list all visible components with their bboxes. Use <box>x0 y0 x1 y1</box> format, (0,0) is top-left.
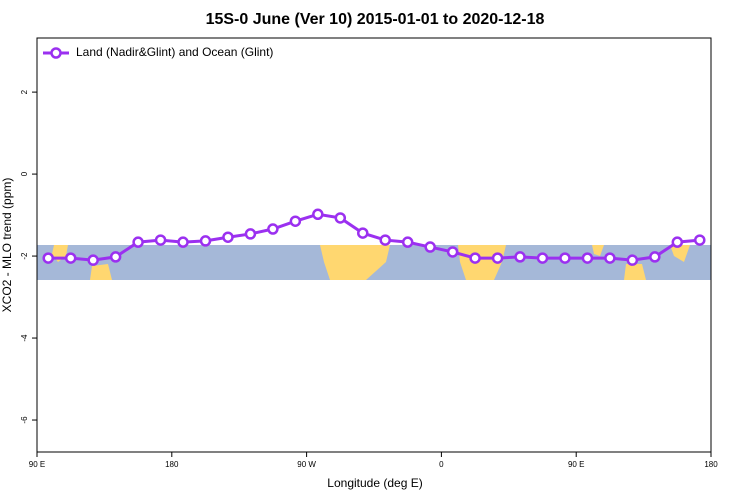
x-tick-label: 180 <box>704 460 718 469</box>
data-point <box>626 254 639 266</box>
legend: Land (Nadir&Glint) and Ocean (Glint) <box>43 45 273 59</box>
data-point <box>446 246 459 258</box>
data-point <box>559 252 571 264</box>
data-point <box>87 254 99 266</box>
x-tick-label: 90 E <box>29 460 45 469</box>
data-point <box>491 252 504 264</box>
legend-marker <box>50 47 62 59</box>
data-point <box>222 231 234 243</box>
y-axis-label: XCO2 - MLO trend (ppm) <box>0 178 14 313</box>
y-tick-label: -2 <box>20 252 29 260</box>
data-point <box>64 252 77 264</box>
y-tick-label: -6 <box>20 416 29 424</box>
data-point <box>109 251 122 263</box>
data-point <box>357 227 369 239</box>
data-point <box>132 236 144 248</box>
data-point <box>177 236 189 248</box>
data-point <box>401 236 414 248</box>
y-tick-label: 0 <box>20 171 29 176</box>
data-point <box>536 252 549 264</box>
plot-frame <box>36 37 712 453</box>
data-point <box>312 208 324 221</box>
data-point <box>289 215 302 227</box>
x-axis-label: Longitude (deg E) <box>327 476 422 490</box>
data-point <box>694 234 706 246</box>
data-point <box>604 252 616 264</box>
data-point <box>379 234 391 246</box>
data-point <box>514 251 526 263</box>
x-tick-label: 90 W <box>297 460 316 469</box>
data-point <box>424 241 436 253</box>
chart-title: 15S-0 June (Ver 10) 2015-01-01 to 2020-1… <box>206 11 545 28</box>
data-point <box>581 252 594 264</box>
map-band <box>37 245 711 280</box>
data-point <box>267 223 279 235</box>
data-point <box>42 252 54 264</box>
data-point <box>649 251 661 263</box>
x-tick-label: 0 <box>439 460 444 469</box>
data-point <box>469 252 481 264</box>
legend-label: Land (Nadir&Glint) and Ocean (Glint) <box>76 45 273 59</box>
y-tick-label: -4 <box>20 334 29 342</box>
data-point <box>199 235 212 247</box>
data-point <box>244 228 257 240</box>
data-point <box>334 212 347 224</box>
x-tick-label: 180 <box>165 460 179 469</box>
data-point <box>154 234 167 246</box>
y-tick-label: 2 <box>20 89 29 94</box>
x-tick-label: 90 E <box>568 460 584 469</box>
data-point <box>671 236 684 248</box>
